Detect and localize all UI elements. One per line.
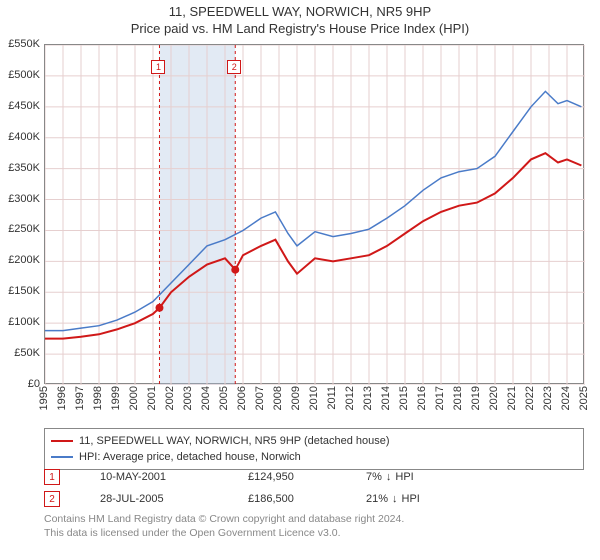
sale-pct-note: HPI <box>395 471 413 483</box>
y-tick-label: £0 <box>0 378 40 390</box>
x-tick-label: 2024 <box>560 386 572 410</box>
x-tick-label: 2003 <box>182 386 194 410</box>
x-tick-label: 2011 <box>326 386 338 410</box>
y-tick-label: £500K <box>0 69 40 81</box>
sale-marker-box: 2 <box>227 60 241 74</box>
legend-label-hpi: HPI: Average price, detached house, Norw… <box>79 449 301 465</box>
sale-pct-value: 7% <box>366 471 382 483</box>
sales-table: 1 10-MAY-2001 £124,950 7% ↓ HPI 2 28-JUL… <box>44 466 584 510</box>
y-tick-label: £150K <box>0 285 40 297</box>
x-tick-label: 2018 <box>452 386 464 410</box>
legend-label-property: 11, SPEEDWELL WAY, NORWICH, NR5 9HP (det… <box>79 433 390 449</box>
y-tick-label: £300K <box>0 193 40 205</box>
x-tick-label: 2016 <box>416 386 428 410</box>
sales-row: 2 28-JUL-2005 £186,500 21% ↓ HPI <box>44 488 584 510</box>
x-tick-label: 2010 <box>308 386 320 410</box>
sale-price: £124,950 <box>248 471 348 483</box>
x-tick-label: 2023 <box>542 386 554 410</box>
x-tick-label: 2000 <box>128 386 140 410</box>
arrow-down-icon: ↓ <box>392 493 398 505</box>
chart-svg <box>45 45 585 385</box>
x-tick-label: 2004 <box>200 386 212 410</box>
arrow-down-icon: ↓ <box>386 471 392 483</box>
chart-area: £0£50K£100K£150K£200K£250K£300K£350K£400… <box>44 44 584 384</box>
x-tick-label: 1999 <box>110 386 122 410</box>
y-tick-label: £450K <box>0 100 40 112</box>
attribution: Contains HM Land Registry data © Crown c… <box>44 512 584 540</box>
x-tick-label: 2008 <box>272 386 284 410</box>
x-tick-label: 2006 <box>236 386 248 410</box>
y-tick-label: £550K <box>0 38 40 50</box>
x-tick-label: 2001 <box>146 386 158 410</box>
x-tick-label: 2019 <box>470 386 482 410</box>
sales-row: 1 10-MAY-2001 £124,950 7% ↓ HPI <box>44 466 584 488</box>
x-tick-label: 1997 <box>74 386 86 410</box>
y-tick-label: £250K <box>0 223 40 235</box>
x-tick-label: 2021 <box>506 386 518 410</box>
sale-date: 28-JUL-2005 <box>100 493 230 505</box>
sale-pct: 21% ↓ HPI <box>366 493 486 505</box>
x-tick-label: 2014 <box>380 386 392 410</box>
x-tick-label: 2013 <box>362 386 374 410</box>
attribution-line1: Contains HM Land Registry data © Crown c… <box>44 512 584 526</box>
sale-marker-box: 1 <box>151 60 165 74</box>
legend-swatch-hpi <box>51 456 73 458</box>
x-tick-label: 2015 <box>398 386 410 410</box>
x-tick-label: 2005 <box>218 386 230 410</box>
sale-num-box: 2 <box>44 491 60 507</box>
y-tick-label: £400K <box>0 131 40 143</box>
sale-pct-value: 21% <box>366 493 388 505</box>
x-tick-label: 2017 <box>434 386 446 410</box>
chart-title-line2: Price paid vs. HM Land Registry's House … <box>0 21 600 36</box>
x-tick-label: 2022 <box>524 386 536 410</box>
x-tick-label: 2012 <box>344 386 356 410</box>
legend-row: 11, SPEEDWELL WAY, NORWICH, NR5 9HP (det… <box>51 433 577 449</box>
x-tick-label: 2009 <box>290 386 302 410</box>
y-tick-label: £350K <box>0 162 40 174</box>
x-tick-label: 2007 <box>254 386 266 410</box>
y-tick-label: £200K <box>0 254 40 266</box>
y-tick-label: £100K <box>0 316 40 328</box>
sale-date: 10-MAY-2001 <box>100 471 230 483</box>
chart-plot <box>44 44 584 384</box>
legend-box: 11, SPEEDWELL WAY, NORWICH, NR5 9HP (det… <box>44 428 584 470</box>
x-tick-label: 2002 <box>164 386 176 410</box>
sale-pct-note: HPI <box>402 493 420 505</box>
x-tick-label: 1998 <box>92 386 104 410</box>
attribution-line2: This data is licensed under the Open Gov… <box>44 526 584 540</box>
chart-title-line1: 11, SPEEDWELL WAY, NORWICH, NR5 9HP <box>0 4 600 19</box>
y-tick-label: £50K <box>0 347 40 359</box>
sale-price: £186,500 <box>248 493 348 505</box>
legend-swatch-property <box>51 440 73 442</box>
x-tick-label: 2025 <box>578 386 590 410</box>
x-tick-label: 2020 <box>488 386 500 410</box>
x-tick-label: 1995 <box>38 386 50 410</box>
sale-num-box: 1 <box>44 469 60 485</box>
x-tick-label: 1996 <box>56 386 68 410</box>
legend-row: HPI: Average price, detached house, Norw… <box>51 449 577 465</box>
sale-pct: 7% ↓ HPI <box>366 471 486 483</box>
